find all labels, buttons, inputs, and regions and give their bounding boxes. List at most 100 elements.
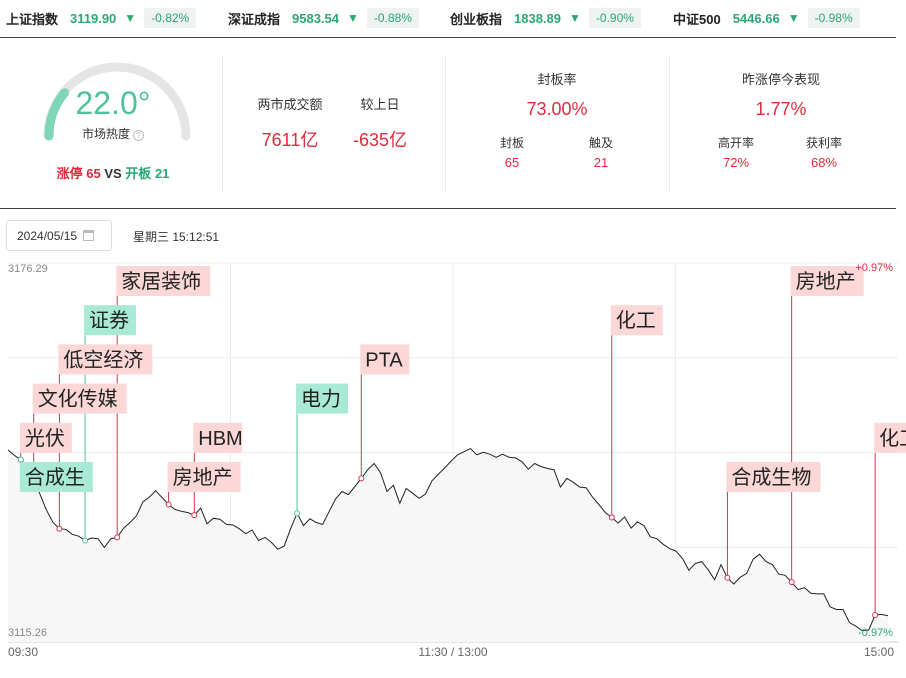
turnover-value: 7611亿 — [261, 130, 319, 150]
annotation-marker — [82, 537, 89, 544]
annotation-marker — [872, 612, 879, 619]
down-arrow-icon: ▼ — [787, 11, 800, 25]
annotation[interactable]: 证券 — [82, 305, 137, 544]
annotation[interactable]: 光伏 — [17, 422, 72, 463]
annotation-label: 证券 — [89, 309, 129, 332]
calendar-icon — [83, 230, 95, 241]
annotation-box — [726, 462, 821, 492]
turnover-label: 两市成交额 — [257, 97, 323, 112]
annotation-marker — [608, 514, 615, 521]
x-tick-label: 15:00 — [864, 645, 894, 659]
heat-gauge — [43, 62, 191, 141]
index-change-badge: -0.88% — [366, 8, 419, 28]
annotation-label: 文化传媒 — [38, 388, 118, 411]
annotation[interactable]: PTA — [358, 344, 410, 482]
annotation-box — [296, 383, 349, 414]
annotation-label: 化工 — [616, 309, 656, 332]
x-tick-label: 11:30 / 13:00 — [418, 645, 487, 659]
annotation[interactable]: 电力 — [294, 383, 349, 517]
heat-value: 22.0° — [75, 85, 151, 121]
intraday-chart[interactable]: 家居装饰证券低空经济文化传媒光伏合成生HBM房地产电力PTA化工房地产合成生物化… — [0, 255, 906, 678]
down-arrow-icon: ▼ — [347, 11, 359, 25]
date-picker[interactable]: 2024/05/15 — [6, 220, 112, 251]
annotation-marker — [191, 512, 198, 519]
date-value: 2024/05/15 — [17, 228, 78, 243]
prev-day-label: 较上日 — [360, 97, 400, 112]
index-bar: 上证指数 3119.90 ▼ -0.82% 深证成指 9583.54 ▼ -0.… — [0, 0, 906, 36]
annotation-label: 电力 — [301, 388, 341, 411]
annotation-box — [167, 462, 241, 492]
annotation-marker — [724, 574, 731, 581]
annotation-marker — [358, 475, 365, 482]
annotation-label: 家居装饰 — [121, 270, 201, 293]
index-value: 1838.89 — [514, 10, 562, 26]
annotation[interactable]: HBM — [191, 422, 243, 519]
heat-label: 市场热度? — [48, 125, 178, 142]
annotation-label: 化工 — [879, 427, 906, 450]
annotation-label: HBM — [198, 428, 242, 450]
annotation-box — [874, 422, 906, 453]
annotation[interactable]: 房地产 — [165, 462, 241, 508]
prev-day-value: -635亿 — [352, 130, 408, 150]
down-arrow-icon: ▼ — [569, 11, 581, 25]
heat-label-text: 市场热度 — [81, 127, 130, 141]
limit-up-count: 65 — [86, 166, 101, 181]
annotation-box — [19, 462, 93, 492]
index-change-badge: -0.90% — [588, 8, 641, 28]
annotation-label: 光伏 — [25, 427, 65, 450]
yesterday-value: 1.77% — [755, 99, 807, 119]
index-value: 5446.66 — [732, 10, 780, 26]
open-label: 开板 — [125, 166, 152, 181]
yesterday-label: 昨涨停今表现 — [741, 72, 820, 87]
index-name: 创业板指 — [450, 11, 503, 27]
annotation[interactable]: 低空经济 — [56, 344, 153, 532]
annotation-label: 合成生 — [25, 466, 85, 489]
annotation-marker — [165, 501, 172, 508]
annotation-label: 低空经济 — [63, 348, 143, 371]
index-value: 9583.54 — [292, 10, 340, 26]
profit-value: 68% — [810, 155, 838, 170]
seal-rate-label: 封板率 — [537, 72, 577, 87]
index-item-zz500[interactable]: 中证500 5446.66 ▼ -0.98% — [673, 7, 860, 29]
annotation[interactable]: 化工 — [608, 305, 663, 521]
annotation-box — [32, 383, 127, 414]
annotation-box — [790, 266, 864, 296]
annotation[interactable]: 合成生 — [17, 456, 93, 492]
annotation-label: 房地产 — [173, 466, 233, 489]
index-name: 中证500 — [673, 11, 721, 27]
index-item-sz[interactable]: 深证成指 9583.54 ▼ -0.88% — [228, 7, 419, 29]
price-line — [7, 447, 889, 632]
pct-max-label: +0.97% — [855, 262, 893, 274]
high-open-value: 72% — [722, 155, 750, 170]
pct-min-label: -0.97% — [858, 627, 893, 639]
touched-label: 触及 — [588, 136, 613, 150]
annotation[interactable]: 合成生物 — [724, 462, 821, 581]
annotation[interactable]: 化工 — [872, 422, 906, 619]
annotation-box — [360, 344, 410, 375]
annotation-layer: 家居装饰证券低空经济文化传媒光伏合成生HBM房地产电力PTA化工房地产合成生物化… — [17, 266, 906, 619]
annotation-box — [84, 305, 137, 336]
profit-label: 获利率 — [805, 136, 842, 150]
y-max-label: 3176.29 — [8, 263, 48, 275]
annotation-box — [193, 422, 243, 453]
index-name: 上证指数 — [6, 11, 59, 27]
annotation-box — [19, 422, 72, 453]
sealed-label: 封板 — [499, 136, 524, 150]
annotation-marker — [114, 534, 121, 541]
annotation-box — [610, 305, 663, 336]
limit-summary: 涨停 65 VS 开板 21 — [0, 163, 226, 182]
index-change-badge: -0.82% — [144, 8, 197, 28]
annotation-marker — [56, 525, 63, 532]
index-item-cyb[interactable]: 创业板指 1838.89 ▼ -0.90% — [450, 7, 641, 29]
annotation-marker — [788, 579, 795, 586]
annotation[interactable]: 家居装饰 — [114, 266, 211, 541]
annotation[interactable]: 房地产 — [788, 266, 864, 586]
high-open-label: 高开率 — [717, 136, 754, 150]
annotation-box — [58, 344, 153, 375]
annotation-label: 合成生物 — [731, 466, 811, 489]
index-item-sh[interactable]: 上证指数 3119.90 ▼ -0.82% — [6, 7, 197, 29]
price-area — [8, 448, 888, 642]
y-min-label: 3115.26 — [8, 627, 47, 639]
help-icon[interactable]: ? — [133, 130, 144, 141]
down-arrow-icon: ▼ — [124, 11, 137, 25]
